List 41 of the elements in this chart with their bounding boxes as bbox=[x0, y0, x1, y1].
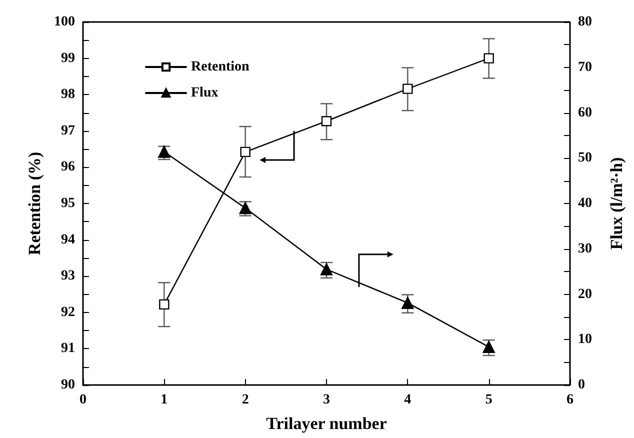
y-tick-label: 94 bbox=[61, 232, 75, 248]
x-tick-label: 4 bbox=[404, 392, 412, 408]
x-tick-label: 3 bbox=[323, 392, 330, 408]
y2-tick-label: 0 bbox=[578, 378, 585, 392]
point bbox=[240, 146, 250, 158]
y-tick-label: 99 bbox=[61, 50, 75, 66]
y2-tick-label: 70 bbox=[578, 60, 592, 75]
x-tick-label: 0 bbox=[80, 392, 86, 408]
y2-tick-label: 80 bbox=[578, 14, 592, 30]
legend-label: Flux bbox=[191, 86, 218, 100]
y2-tick-label: 10 bbox=[578, 332, 592, 348]
y-tick-label: 97 bbox=[61, 123, 75, 138]
point bbox=[321, 116, 332, 126]
y-tick-label: 100 bbox=[54, 14, 75, 30]
y2-axis-title: Flux (l/m²·h) bbox=[607, 157, 626, 250]
y2-tick-label: 30 bbox=[578, 241, 592, 256]
x-tick-label: 5 bbox=[485, 392, 492, 408]
point bbox=[402, 84, 413, 94]
point bbox=[484, 53, 494, 64]
y-tick-label: 96 bbox=[61, 160, 75, 175]
y-tick-label: 91 bbox=[61, 341, 75, 356]
y2-tick-label: 60 bbox=[578, 105, 592, 120]
point bbox=[158, 146, 170, 158]
y-tick-label: 98 bbox=[61, 87, 75, 102]
x-tick-label: 6 bbox=[566, 392, 574, 408]
y-tick-label: 90 bbox=[61, 378, 75, 392]
legend-label: Retention bbox=[191, 60, 250, 74]
x-tick-label: 1 bbox=[160, 392, 168, 408]
point bbox=[159, 299, 170, 310]
point bbox=[482, 340, 495, 353]
y-axis-title: Retention (%) bbox=[25, 152, 44, 256]
x-axis-title: Trilayer number bbox=[266, 414, 388, 433]
y2-tick-label: 50 bbox=[578, 150, 592, 166]
y-tick-label: 93 bbox=[61, 268, 75, 284]
point bbox=[402, 296, 414, 309]
y2-tick-label: 20 bbox=[578, 286, 592, 302]
y-tick-label: 92 bbox=[61, 304, 75, 320]
y2-tick-label: 40 bbox=[578, 196, 592, 211]
point bbox=[320, 263, 333, 276]
x-tick-label: 2 bbox=[242, 392, 249, 408]
y-tick-label: 95 bbox=[61, 196, 75, 211]
